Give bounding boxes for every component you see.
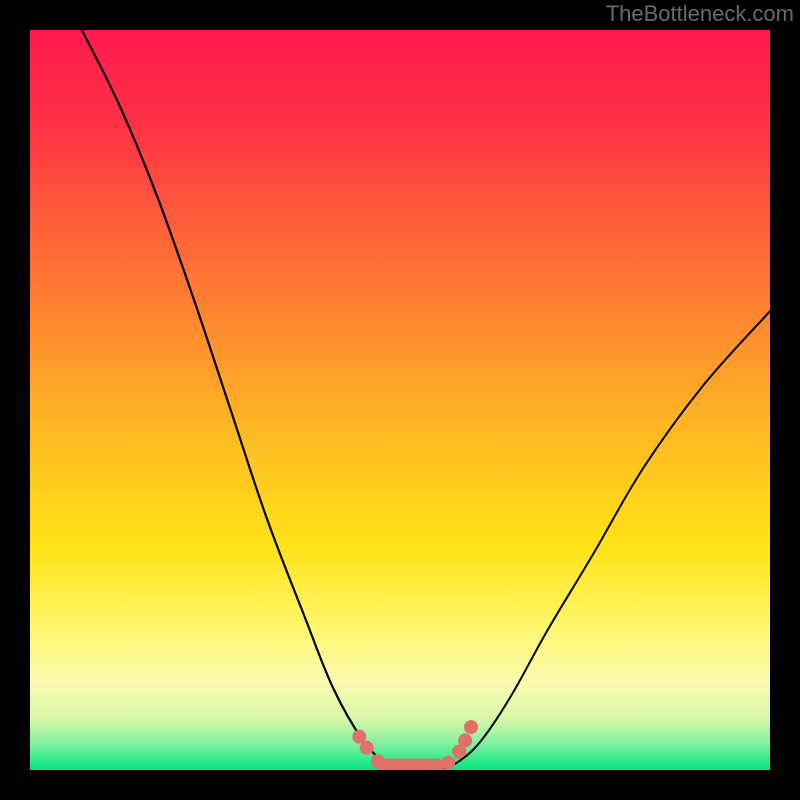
chart-svg [0,0,800,800]
marker-point [371,754,385,768]
chart-stage: TheBottleneck.com [0,0,800,800]
marker-point [441,756,455,770]
marker-point [458,733,472,747]
marker-point [464,720,478,734]
marker-point [360,741,374,755]
plot-background [30,30,770,770]
watermark-text: TheBottleneck.com [606,0,794,28]
